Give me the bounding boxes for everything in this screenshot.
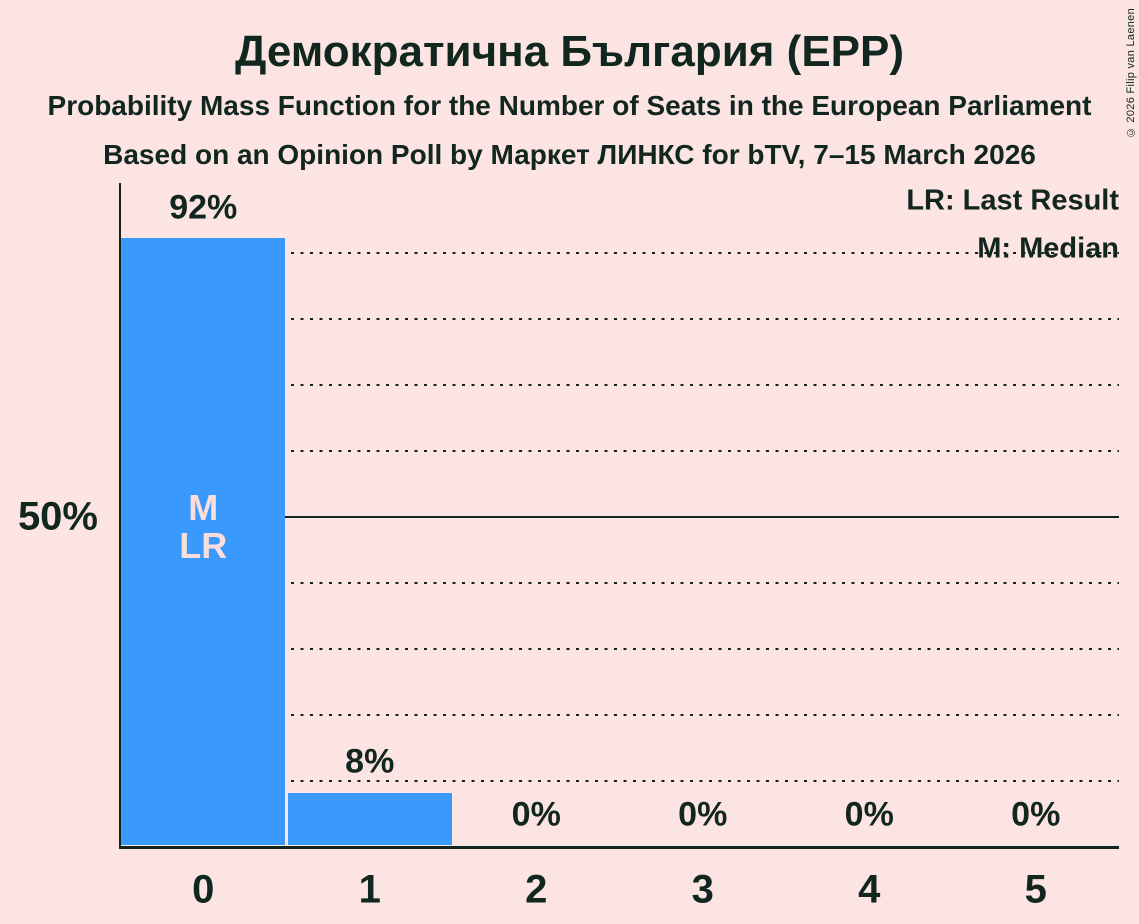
bar-value-label-1: 8% [345,742,395,781]
x-axis-line [118,845,1119,849]
gridline-10-percent [120,779,1119,783]
x-tick-label-4: 4 [858,867,881,912]
bar-annotation-m: M [188,487,219,528]
gridline-40-percent [120,581,1119,585]
gridline-50-percent-solid [120,515,1119,519]
bar-value-label-4: 0% [844,795,894,834]
y-axis-50-percent-label: 50% [17,494,98,539]
legend-median: M: Median [977,232,1119,265]
y-axis-line [118,183,121,848]
x-tick-label-0: 0 [192,867,215,912]
x-tick-label-2: 2 [525,867,548,912]
x-tick-label-1: 1 [358,867,381,912]
gridline-90-percent [120,251,1119,255]
gridline-20-percent [120,713,1119,717]
page-title: Демократична България (EPP) [234,27,905,76]
x-tick-label-5: 5 [1024,867,1047,912]
gridline-30-percent [120,647,1119,651]
bar-value-label-3: 0% [678,795,728,834]
bar-seats-0 [121,238,285,846]
gridline-70-percent [120,383,1119,387]
chart-subtitle: Probability Mass Function for the Number… [47,90,1092,121]
legend-last-result: LR: Last Result [906,184,1119,217]
bar-value-label-2: 0% [511,795,561,834]
gridline-60-percent [120,449,1119,453]
chart-poll-source: Based on an Opinion Poll by Маркет ЛИНКС… [103,139,1036,170]
bar-value-label-5: 0% [1011,795,1061,834]
bar-seats-1 [287,792,452,846]
gridline-80-percent [120,317,1119,321]
bar-value-label-0: 92% [169,188,238,227]
x-tick-label-3: 3 [691,867,714,912]
bar-annotation-lr: LR [179,525,228,566]
